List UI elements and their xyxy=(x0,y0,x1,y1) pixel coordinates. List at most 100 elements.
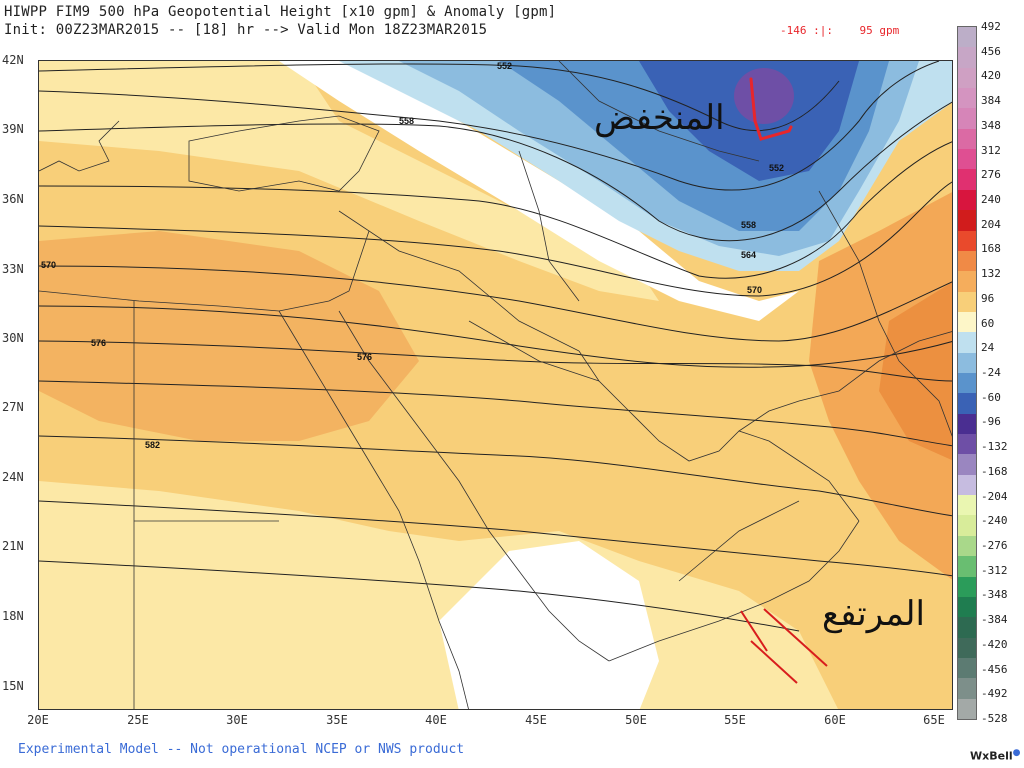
anomaly-blue-core xyxy=(639,61,859,181)
lat-tick: 27N xyxy=(2,400,24,414)
lon-tick: 20E xyxy=(27,713,49,727)
contour-585 xyxy=(39,500,952,577)
colorbar-segment xyxy=(958,169,976,191)
colorbar xyxy=(957,26,977,720)
coast-arabia-south xyxy=(608,520,860,662)
colorbar-segment xyxy=(958,576,976,598)
colorbar-label: -60 xyxy=(981,390,1001,404)
colorbar-label: -168 xyxy=(981,464,1008,478)
contour-582 xyxy=(39,435,952,517)
colorbar-segment xyxy=(958,556,976,578)
colorbar-segment xyxy=(958,596,976,618)
coast-gulf xyxy=(578,350,860,522)
chart-title: HIWPP FIM9 500 hPa Geopotential Height [… xyxy=(4,4,557,20)
colorbar-label: 60 xyxy=(981,316,995,330)
colorbar-segment xyxy=(958,434,976,455)
anomaly-purple-core xyxy=(734,68,794,124)
colorbar-segment xyxy=(958,27,976,48)
colorbar-label: -132 xyxy=(981,440,1008,454)
lon-tick: 55E xyxy=(724,713,746,727)
colorbar-label: 456 xyxy=(981,44,1001,58)
contour-554 xyxy=(39,61,940,191)
colorbar-segment xyxy=(958,311,976,333)
contour-labels: 552 558 552 558 564 570 570 576 576 582 xyxy=(41,61,784,450)
colorbar-segment xyxy=(958,454,976,476)
colorbar-label: -312 xyxy=(981,563,1008,577)
lat-tick: 24N xyxy=(2,470,24,484)
colorbar-label: 96 xyxy=(981,291,995,305)
colorbar-label: -96 xyxy=(981,415,1001,429)
colorbar-segment xyxy=(958,210,976,232)
contour-label: 558 xyxy=(399,116,414,126)
lat-tick: 36N xyxy=(2,192,24,206)
colorbar-segment xyxy=(958,250,976,272)
colorbar-label: 348 xyxy=(981,118,1001,132)
contour-label: 576 xyxy=(357,352,372,362)
contour-579 xyxy=(39,380,952,447)
colorbar-segment xyxy=(958,515,976,537)
colorbar-segment xyxy=(958,637,976,659)
colorbar-segment xyxy=(958,332,976,354)
brand-logo: WxBell● xyxy=(970,748,1020,763)
contour-label: 552 xyxy=(497,61,512,71)
lon-tick: 50E xyxy=(625,713,647,727)
high-marker-bar xyxy=(750,640,798,684)
map-area[interactable]: 552 558 552 558 564 570 570 576 576 582 … xyxy=(38,60,953,710)
contour-576b xyxy=(39,340,952,382)
colorbar-segment xyxy=(958,393,976,415)
contour-588 xyxy=(39,560,800,632)
brand-mark-icon: ● xyxy=(1012,748,1021,758)
brand-name: WxBell xyxy=(970,749,1013,763)
lat-tick: 42N xyxy=(2,53,24,67)
contour-558 xyxy=(39,101,952,242)
footer-disclaimer: Experimental Model -- Not operational NC… xyxy=(18,742,465,757)
high-marker-left xyxy=(740,610,768,652)
contour-573 xyxy=(39,265,952,342)
colorbar-label: 132 xyxy=(981,267,1001,281)
lat-tick: 18N xyxy=(2,609,24,623)
border-yemen-oman xyxy=(678,500,800,582)
colorbar-segment xyxy=(958,189,976,211)
range-sep: :|: xyxy=(813,24,833,37)
colorbar-segment xyxy=(958,67,976,89)
colorbar-label: -348 xyxy=(981,588,1008,602)
contour-label: 582 xyxy=(145,440,160,450)
contour-label: 570 xyxy=(747,285,762,295)
colorbar-segment xyxy=(958,413,976,435)
anomaly-neutral-south xyxy=(439,541,659,709)
colorbar-label: -384 xyxy=(981,613,1008,627)
colorbar-segment xyxy=(958,657,976,679)
coast-red-sea-west xyxy=(278,310,469,709)
colorbar-label: 312 xyxy=(981,143,1001,157)
init-valid-line: Init: 00Z23MAR2015 -- [18] hr --> Valid … xyxy=(4,22,488,38)
colorbar-segment xyxy=(958,698,976,720)
colorbar-label: 276 xyxy=(981,168,1001,182)
low-label-arabic: المنخفض xyxy=(594,98,725,138)
colorbar-label: 420 xyxy=(981,69,1001,83)
coast-caspian xyxy=(558,61,760,162)
colorbar-label: 24 xyxy=(981,341,995,355)
colorbar-segment xyxy=(958,352,976,374)
colorbar-label: -240 xyxy=(981,514,1008,528)
lat-tick: 21N xyxy=(2,539,24,553)
border-saudi-north xyxy=(468,320,600,382)
colorbar-label: 492 xyxy=(981,20,1001,33)
colorbar-segment xyxy=(958,291,976,313)
colorbar-segment xyxy=(958,678,976,700)
colorbar-segment xyxy=(958,47,976,69)
colorbar-label: -528 xyxy=(981,712,1008,725)
lat-tick: 15N xyxy=(2,679,24,693)
colorbar-segment xyxy=(958,128,976,150)
high-marker-right xyxy=(763,608,828,667)
colorbar-label: -24 xyxy=(981,366,1001,379)
colorbar-segment xyxy=(958,373,976,394)
coast-greece xyxy=(39,120,120,172)
contour-label: 576 xyxy=(91,338,106,348)
anomaly-neutral-north xyxy=(279,61,799,321)
colorbar-segment xyxy=(958,617,976,639)
border-pakistan xyxy=(898,360,952,437)
range-max: 95 gpm xyxy=(859,24,900,37)
borders xyxy=(39,61,952,709)
border-iran-iraq xyxy=(518,150,580,302)
colorbar-label: -204 xyxy=(981,489,1008,503)
